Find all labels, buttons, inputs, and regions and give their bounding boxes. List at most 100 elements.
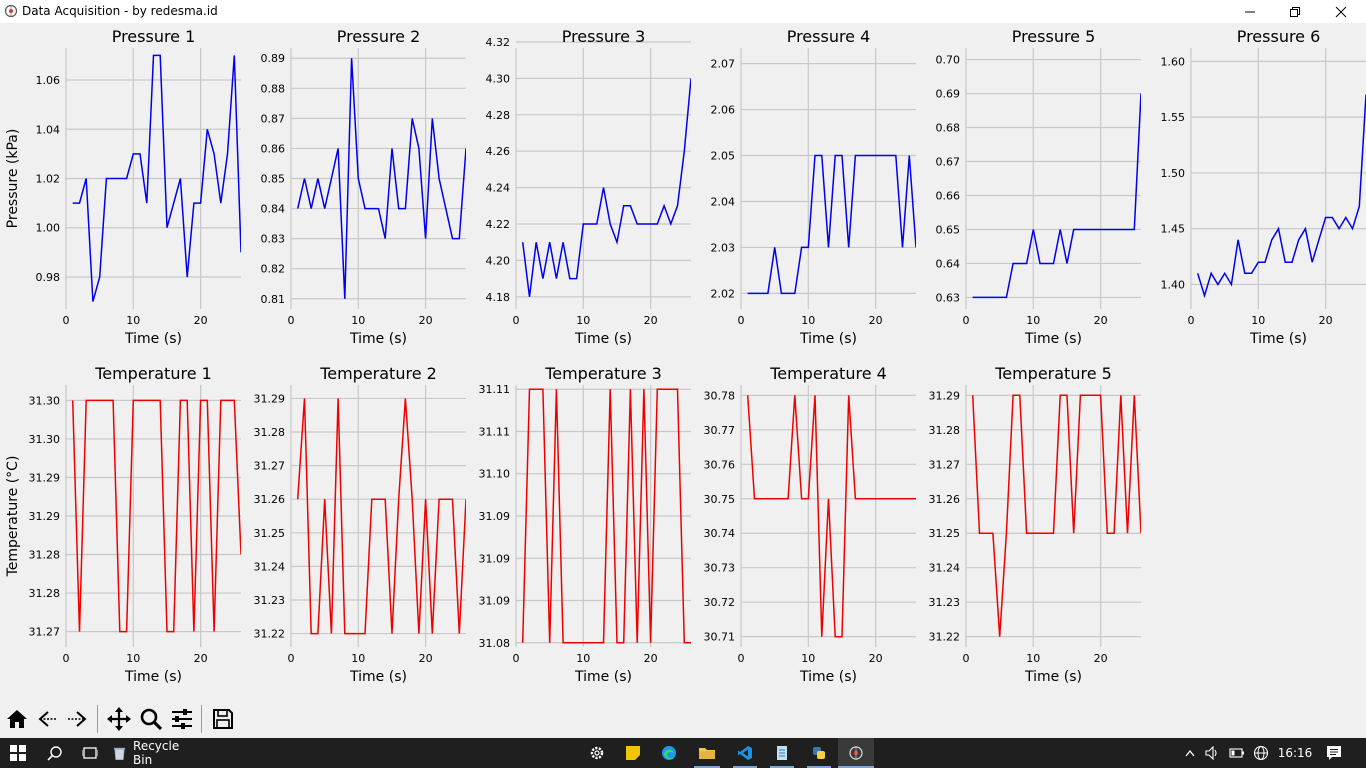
zoom-icon [140,708,163,731]
save-button[interactable] [208,705,238,733]
x-axis-label: Time (s) [799,669,857,685]
y-tick-label: 2.06 [711,104,736,117]
battery-icon [1229,748,1244,758]
x-tick-label: 10 [351,314,365,327]
pan-button[interactable] [104,705,134,733]
x-tick-label: 20 [419,652,433,665]
restore-button[interactable] [1272,0,1318,23]
chart-pressure-1: 0 10 20 0.98 1.00 1.02 1.04 1.06 Pressure 1 Time … [5,27,241,347]
data-acquisition-taskbar-button[interactable] [838,738,874,768]
close-icon [1335,6,1347,17]
y-tick-label: 1.04 [36,123,61,136]
python-button[interactable] [801,738,837,768]
y-tick-label: 4.28 [486,109,511,122]
back-button[interactable] [33,705,63,733]
series-line [296,58,466,299]
notification-icon [1327,746,1341,760]
x-axis-label: Time (s) [349,331,407,347]
sticky-notes-button[interactable] [616,738,650,768]
battery-button[interactable] [1226,738,1248,768]
task-view-button[interactable] [74,738,106,768]
y-tick-label: 31.28 [29,549,61,562]
y-tick-label: 2.07 [711,58,736,71]
x-axis-label: Time (s) [124,669,182,685]
show-hidden-icons-button[interactable] [1180,738,1200,768]
chart-temperature-4: 0 10 20 30.71 30.72 30.73 30.74 30.75 30.76 30.77… [704,364,916,685]
y-tick-label: 0.82 [261,263,286,276]
clock[interactable]: 16:16 [1274,738,1316,768]
y-tick-label: 31.25 [929,527,961,540]
y-tick-label: 31.22 [254,628,286,641]
y-tick-label: 31.26 [254,493,286,506]
y-tick-label: 30.72 [704,596,736,609]
y-tick-label: 0.89 [261,52,286,65]
chart-pressure-3: 0 10 20 4.18 4.20 4.22 4.24 4.26 4.28 4.30 4.32 Pre… [486,27,691,347]
y-tick-label: 1.50 [1161,167,1186,180]
windows-icon [10,745,26,761]
y-tick-label: 31.23 [254,594,286,607]
y-tick-label: 0.67 [936,156,961,169]
y-tick-label: 1.02 [36,173,61,186]
file-explorer-button[interactable] [688,738,726,768]
x-tick-label: 20 [644,652,658,665]
chart-title: Pressure 4 [787,27,871,46]
series-line [1196,94,1366,299]
active-indicator [694,766,720,768]
y-tick-label: 30.75 [704,493,736,506]
x-tick-label: 10 [1026,652,1040,665]
window-titlebar: Data Acquisition - by redesma.id [0,0,1366,23]
x-tick-label: 10 [801,314,815,327]
edge-button[interactable] [652,738,686,768]
y-tick-label: 31.29 [254,392,286,405]
chart-title: Pressure 2 [337,27,421,46]
y-tick-label: 31.30 [29,433,61,446]
forward-button[interactable] [62,705,92,733]
x-tick-label: 20 [194,652,208,665]
y-tick-label: 4.30 [486,72,511,85]
recycle-bin-button[interactable]: Recycle Bin [108,738,198,768]
chart-title: Temperature 3 [544,364,662,383]
y-tick-label: 31.08 [479,637,511,650]
window-title: Data Acquisition - by redesma.id [22,4,218,18]
network-button[interactable] [1250,738,1272,768]
close-button[interactable] [1318,0,1364,23]
y-tick-label: 4.20 [486,254,511,267]
y-tick-label: 2.04 [711,195,736,208]
plot-canvas[interactable]: 0 10 20 0.98 1.00 1.02 1.04 1.06 Pressure 1 Time … [0,23,1366,700]
y-tick-label: 30.76 [704,458,736,471]
y-tick-label: 31.28 [254,426,286,439]
chart-title: Temperature 2 [319,364,437,383]
zoom-button[interactable] [136,705,166,733]
start-button[interactable] [0,738,36,768]
home-button[interactable] [2,705,32,733]
volume-button[interactable] [1202,738,1224,768]
chart-temperature-3: 0 10 20 31.08 31.09 31.09 31.09 31.10 31.11 31.11… [479,364,691,685]
chart-title: Pressure 3 [562,27,646,46]
x-tick-label: 10 [351,652,365,665]
y-tick-label: 0.64 [936,257,961,270]
y-tick-label: 1.06 [36,74,61,87]
search-icon [47,746,62,761]
y-tick-label: 31.22 [929,631,961,644]
chart-pressure-5: 0 10 20 0.63 0.64 0.65 0.66 0.67 0.68 0.69 0.70 Pre… [936,27,1141,347]
minimize-button[interactable] [1227,0,1273,23]
chart-temperature-1: 0 10 20 31.27 31.28 31.28 31.29 31.29 31.30 31.30… [5,364,241,685]
y-tick-label: 31.24 [929,562,961,575]
notifications-button[interactable] [1320,738,1348,768]
y-tick-label: 0.87 [261,112,286,125]
notepad-button[interactable] [764,738,800,768]
y-tick-label: 4.22 [486,218,511,231]
configure-button[interactable] [167,705,197,733]
y-tick-label: 0.98 [36,271,61,284]
y-tick-label: 31.29 [29,471,61,484]
x-tick-label: 20 [194,314,208,327]
y-axis-label: Pressure (kPa) [5,129,21,229]
search-button[interactable] [38,738,72,768]
app-icon [4,4,18,18]
series-line [71,399,241,633]
vscode-button[interactable] [727,738,763,768]
globe-icon [1253,745,1269,761]
y-tick-label: 4.24 [486,182,511,195]
y-tick-label: 31.23 [929,596,961,609]
settings-button[interactable] [580,738,614,768]
